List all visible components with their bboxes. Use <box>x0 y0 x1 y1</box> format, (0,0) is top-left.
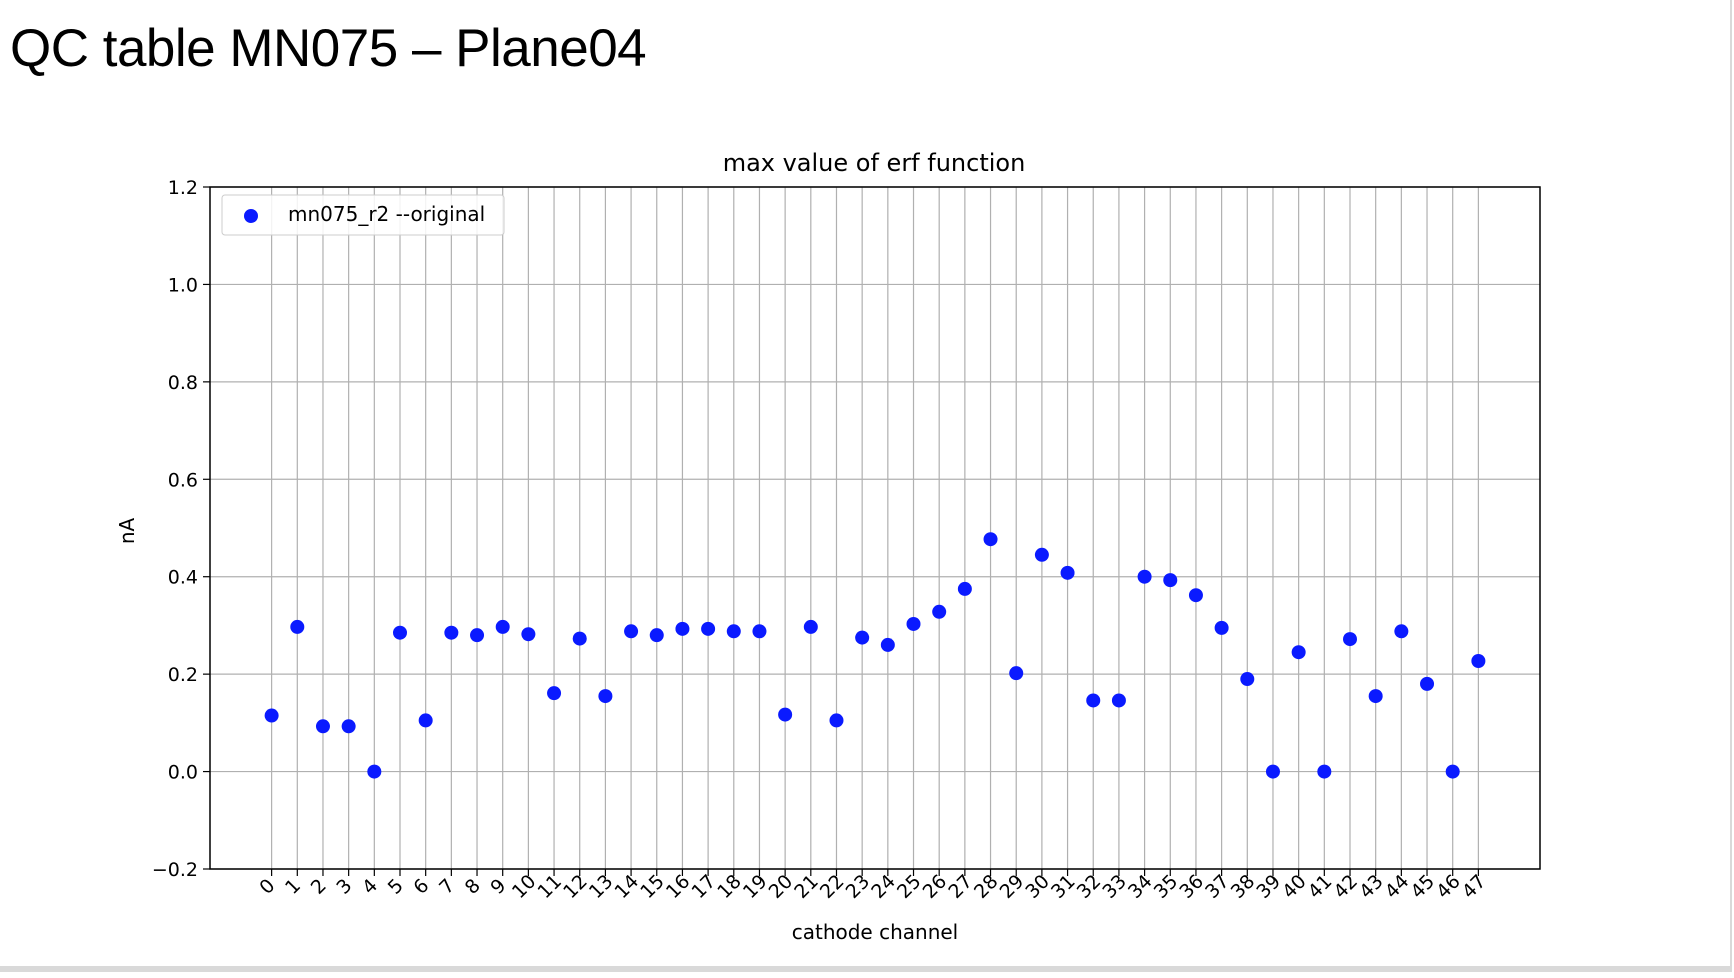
data-point <box>264 708 279 723</box>
data-point <box>418 713 433 728</box>
data-point <box>957 581 972 596</box>
grid <box>210 186 1540 870</box>
data-point <box>1471 653 1486 668</box>
data-point <box>675 621 690 636</box>
x-tick-label: 0 <box>255 875 279 899</box>
data-point <box>1317 764 1332 779</box>
data-point <box>726 624 741 639</box>
data-point <box>1394 624 1409 639</box>
x-axis-label: cathode channel <box>792 920 959 944</box>
data-point <box>1343 632 1357 647</box>
data-point <box>1163 573 1178 588</box>
data-point <box>1111 693 1126 708</box>
x-tick-label: 6 <box>409 875 433 899</box>
data-point <box>649 628 664 643</box>
y-tick-label: 0.0 <box>168 762 198 784</box>
data-point <box>1009 666 1024 681</box>
legend-marker <box>244 209 258 223</box>
x-tick-label: 7 <box>435 875 459 899</box>
data-point <box>495 619 510 634</box>
data-point <box>393 625 407 640</box>
data-point <box>803 619 818 634</box>
data-point <box>521 627 536 642</box>
y-tick-label: 1.2 <box>168 177 198 199</box>
data-point <box>1240 672 1255 687</box>
data-point <box>1420 676 1435 691</box>
data-point <box>470 628 485 643</box>
x-tick-label: 8 <box>461 875 485 899</box>
data-point <box>341 719 356 734</box>
y-tick-label: 0.2 <box>168 664 198 686</box>
data-point <box>598 689 613 704</box>
slide-title: QC table MN075 – Plane04 <box>10 19 647 78</box>
legend: mn075_r2 --original <box>221 194 505 236</box>
data-point <box>880 637 895 652</box>
y-axis: −0.2 0.0 0.2 0.4 0.6 0.8 1.0 1.2 <box>152 177 210 881</box>
legend-box <box>221 194 505 236</box>
data-point <box>1265 764 1280 779</box>
x-tick-label: 5 <box>384 875 408 899</box>
y-tick-label: 0.6 <box>168 469 198 491</box>
y-tick-label: 1.0 <box>168 274 198 296</box>
x-tick-label: 2 <box>307 875 331 899</box>
data-point <box>829 713 844 728</box>
y-axis-label: nA <box>115 518 139 545</box>
x-tick-label: 4 <box>358 875 382 899</box>
data-point <box>290 619 305 634</box>
y-tick-label: 0.8 <box>168 372 198 394</box>
chart-title: max value of erf function <box>723 149 1026 177</box>
data-point <box>752 624 767 639</box>
data-point <box>572 631 587 646</box>
data-point <box>1034 547 1049 562</box>
data-point <box>367 764 382 779</box>
y-tick-label: 0.4 <box>168 567 198 589</box>
data-point <box>701 621 716 636</box>
data-point <box>1291 645 1306 660</box>
data-point <box>315 719 330 734</box>
x-tick-label: 47 <box>1458 870 1491 903</box>
x-axis: 0 1 2 3 4 5 6 7 8 9101112131415161718192021222324… <box>255 869 1490 903</box>
y-tick-label: −0.2 <box>152 859 198 881</box>
data-point <box>1060 565 1075 580</box>
plot-area <box>209 186 1541 870</box>
x-tick-label: 3 <box>332 875 356 899</box>
data-point <box>1086 693 1101 708</box>
data-point <box>983 532 998 547</box>
data-point <box>547 686 562 701</box>
data-point <box>778 707 793 722</box>
data-point <box>1368 689 1383 704</box>
series-mn075-r2 <box>264 532 1486 779</box>
data-point <box>906 616 921 631</box>
data-point <box>855 630 870 645</box>
data-point <box>1188 588 1203 603</box>
x-tick-label: 9 <box>486 875 510 899</box>
data-point <box>1214 620 1229 635</box>
legend-label: mn075_r2 --original <box>288 202 485 226</box>
data-point <box>932 604 947 619</box>
data-point <box>1445 764 1460 779</box>
x-tick-label: 1 <box>281 875 305 899</box>
data-point <box>624 624 639 639</box>
data-point <box>444 625 459 640</box>
data-point <box>1137 569 1152 584</box>
